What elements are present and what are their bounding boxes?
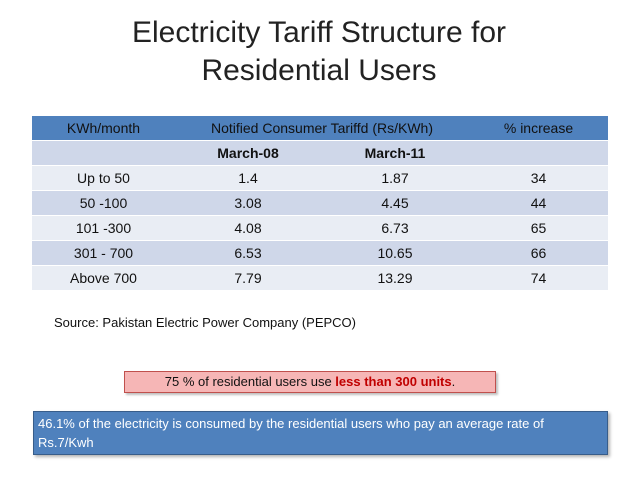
cell-march08: 3.08 <box>175 191 321 216</box>
table-subheader-row: March-08 March-11 <box>32 141 608 166</box>
tariff-table: KWh/month Notified Consumer Tariffd (Rs/… <box>32 116 608 291</box>
table-row: Above 700 7.79 13.29 74 <box>32 266 608 291</box>
cell-march11: 10.65 <box>321 241 469 266</box>
callout-note: 75 % of residential users use less than … <box>124 371 496 393</box>
table-row: Up to 50 1.4 1.87 34 <box>32 166 608 191</box>
cell-kwh: Above 700 <box>32 266 175 291</box>
cell-kwh: 101 -300 <box>32 216 175 241</box>
cell-march08: 1.4 <box>175 166 321 191</box>
cell-march08: 7.79 <box>175 266 321 291</box>
summary-box: 46.1% of the electricity is consumed by … <box>33 411 608 455</box>
cell-march11: 1.87 <box>321 166 469 191</box>
slide-title: Electricity Tariff Structure for Residen… <box>0 14 638 90</box>
cell-increase: 74 <box>469 266 608 291</box>
cell-march11: 13.29 <box>321 266 469 291</box>
note-highlight: less than 300 units <box>335 374 452 389</box>
cell-kwh: 50 -100 <box>32 191 175 216</box>
cell-kwh: Up to 50 <box>32 166 175 191</box>
cell-march08: 6.53 <box>175 241 321 266</box>
table-header-row: KWh/month Notified Consumer Tariffd (Rs/… <box>32 116 608 141</box>
source-caption: Source: Pakistan Electric Power Company … <box>54 315 356 330</box>
cell-march08: 4.08 <box>175 216 321 241</box>
cell-increase: 65 <box>469 216 608 241</box>
cell-kwh: 301 - 700 <box>32 241 175 266</box>
note-suffix: . <box>451 374 456 389</box>
header-kwh: KWh/month <box>32 116 175 141</box>
cell-increase: 34 <box>469 166 608 191</box>
table-row: 301 - 700 6.53 10.65 66 <box>32 241 608 266</box>
note-prefix: 75 % of residential users use <box>164 374 336 389</box>
subheader-blank-4 <box>469 141 608 166</box>
title-line-2: Residential Users <box>201 54 437 87</box>
subheader-march08: March-08 <box>175 141 321 166</box>
subheader-blank-1 <box>32 141 175 166</box>
table-row: 101 -300 4.08 6.73 65 <box>32 216 608 241</box>
header-tariff: Notified Consumer Tariffd (Rs/KWh) <box>175 116 469 141</box>
cell-increase: 44 <box>469 191 608 216</box>
table-row: 50 -100 3.08 4.45 44 <box>32 191 608 216</box>
cell-march11: 4.45 <box>321 191 469 216</box>
cell-increase: 66 <box>469 241 608 266</box>
subheader-march11: March-11 <box>321 141 469 166</box>
header-increase: % increase <box>469 116 608 141</box>
cell-march11: 6.73 <box>321 216 469 241</box>
title-line-1: Electricity Tariff Structure for <box>131 16 506 49</box>
